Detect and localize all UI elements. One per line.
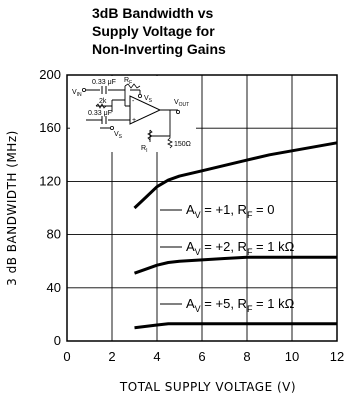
annotation-av5: AV = +5, RF = 1 kΩ bbox=[160, 296, 295, 314]
y-tick-label-200: 200 bbox=[39, 67, 61, 82]
annotation-av2: AV = +2, RF = 1 kΩ bbox=[160, 239, 295, 257]
annotation-label-av5: AV = +5, RF = 1 kΩ bbox=[186, 296, 295, 314]
schem-label-plus: + bbox=[132, 117, 136, 124]
annotation-label-av1: AV = +1, RF = 0 bbox=[186, 202, 274, 220]
series-av5 bbox=[134, 322, 337, 330]
x-tick-label-0: 0 bbox=[63, 349, 70, 364]
x-tick-label-10: 10 bbox=[285, 349, 299, 364]
resistor-rf bbox=[124, 83, 141, 89]
plot-frame bbox=[66, 74, 338, 342]
node-vs-bottom bbox=[110, 126, 115, 131]
series-av2 bbox=[133, 255, 337, 275]
node-vin bbox=[82, 88, 87, 93]
schem-label-150: 150Ω bbox=[174, 141, 191, 148]
schem-label-vs-top: VS bbox=[144, 95, 153, 104]
schem-label-c1: 0.33 μF bbox=[92, 79, 116, 86]
title-line-3: Non-Inverting Gains bbox=[92, 41, 226, 57]
schem-label-2k: 2k bbox=[99, 98, 107, 105]
y-tick-label-80: 80 bbox=[47, 227, 61, 242]
y-tick-label-40: 40 bbox=[47, 280, 61, 295]
schem-label-c2: 0.33 μF bbox=[88, 110, 112, 117]
node-vs-top bbox=[137, 94, 142, 99]
schem-label-vout: VOUT bbox=[174, 99, 189, 108]
title-line-1: 3dB Bandwidth vs bbox=[92, 5, 214, 21]
series-curves bbox=[133, 141, 338, 330]
title-line-2: Supply Voltage for bbox=[92, 23, 215, 39]
chart-title: 3dB Bandwidth vs Supply Voltage for Non-… bbox=[92, 5, 226, 57]
y-axis-label: 3 dB BANDWIDTH (MHz) bbox=[5, 130, 19, 286]
x-tick-label-2: 2 bbox=[108, 349, 115, 364]
x-tick-label-8: 8 bbox=[243, 349, 250, 364]
resistor-ri bbox=[147, 129, 153, 141]
y-tick-label-160: 160 bbox=[39, 120, 61, 135]
schem-label-vin: VIN bbox=[72, 89, 82, 98]
resistor-2k bbox=[95, 103, 107, 109]
y-tick-label-120: 120 bbox=[39, 173, 61, 188]
schem-label-ri: RI bbox=[141, 145, 147, 154]
x-axis-label: TOTAL SUPPLY VOLTAGE (V) bbox=[119, 380, 296, 394]
opamp-symbol bbox=[129, 95, 162, 125]
schem-label-minus: - bbox=[132, 98, 135, 105]
x-tick-label-4: 4 bbox=[153, 349, 160, 364]
resistor-150 bbox=[167, 136, 173, 149]
schem-label-vs-bottom: VS bbox=[114, 131, 123, 140]
schem-label-rf: RF bbox=[124, 77, 132, 86]
inset-schematic: 0.33 μF RF VS VIN 2k 0.33 μF VS VOUT RI … bbox=[70, 76, 196, 154]
x-tick-label-12: 12 bbox=[330, 349, 344, 364]
x-tick-label-6: 6 bbox=[198, 349, 205, 364]
node-vout bbox=[175, 110, 180, 115]
series-av1 bbox=[133, 141, 338, 210]
annotation-label-av2: AV = +2, RF = 1 kΩ bbox=[186, 239, 295, 257]
y-tick-label-0: 0 bbox=[54, 333, 61, 348]
annotation-av1: AV = +1, RF = 0 bbox=[160, 202, 274, 220]
series-annotations: AV = +1, RF = 0 AV = +2, RF = 1 kΩ AV = … bbox=[160, 202, 295, 314]
